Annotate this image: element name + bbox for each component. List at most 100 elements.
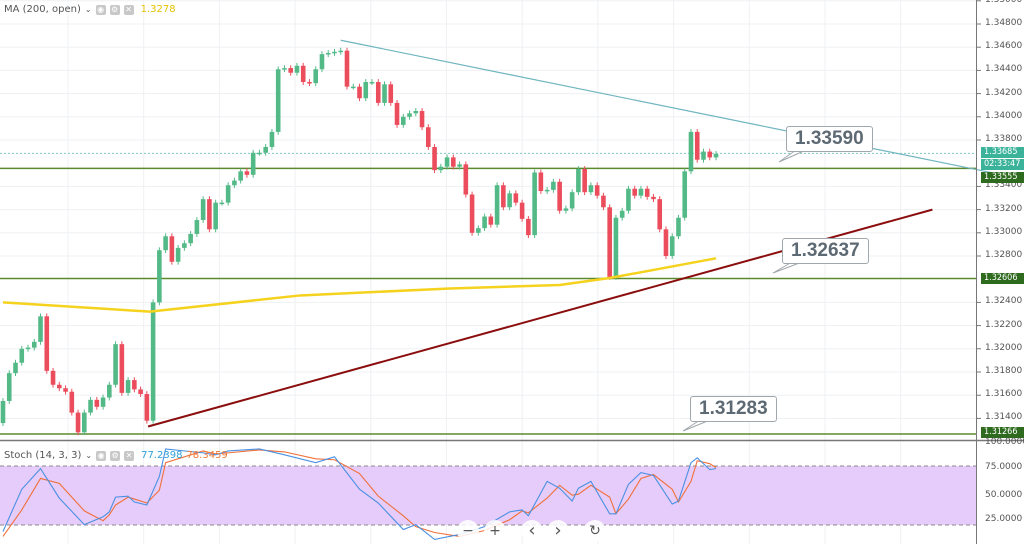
price-axis-label: 1.32400 xyxy=(985,296,1023,307)
candle-bull xyxy=(25,347,31,350)
candle-bear xyxy=(663,229,669,256)
gear-icon[interactable]: ⚙ xyxy=(110,450,121,461)
candle-bull xyxy=(194,220,200,234)
candle-bull xyxy=(269,131,275,147)
candle-bull xyxy=(613,217,619,277)
candle-bear xyxy=(132,380,137,390)
candle-bear xyxy=(119,344,125,393)
candle-bull xyxy=(413,111,419,114)
candle-bull xyxy=(688,131,694,172)
callout-low[interactable]: 1.31283 xyxy=(690,396,777,422)
candle-bear xyxy=(144,394,150,421)
candle-bull xyxy=(163,236,168,251)
price-axis-label: 1.34200 xyxy=(985,87,1023,98)
candle-bull xyxy=(682,171,688,218)
candle-bull xyxy=(100,397,106,407)
candle-bull xyxy=(669,236,675,256)
candle-bear xyxy=(644,188,650,197)
candle-bull xyxy=(532,172,537,236)
close-icon[interactable]: ✕ xyxy=(124,450,135,461)
price-axis-label: 1.35000 xyxy=(985,0,1022,5)
candle-bull xyxy=(175,247,181,262)
gear-icon[interactable]: ⚙ xyxy=(109,4,120,15)
candle-bear xyxy=(56,384,62,389)
price-axis-label: 1.34400 xyxy=(985,64,1023,75)
candle-bear xyxy=(657,199,663,230)
callout-resistance[interactable]: 1.33590 xyxy=(786,126,873,152)
candle-bull xyxy=(507,193,512,208)
candle-bull xyxy=(544,189,550,192)
candle-bull xyxy=(638,188,644,196)
chevron-down-icon[interactable]: ⌄ xyxy=(84,5,92,14)
candle-bear xyxy=(538,172,544,192)
candle-bull xyxy=(113,344,118,385)
stoch-axis-label: 50.0000 xyxy=(985,490,1023,500)
stoch-legend[interactable]: Stoch (14, 3, 3) ⌄ ◉ ⚙ ✕ 77.2398 78.3459 xyxy=(4,450,228,461)
stoch-k-line xyxy=(2,448,717,540)
candle-bear xyxy=(501,185,506,208)
candle-bull xyxy=(369,82,375,84)
ma-legend[interactable]: MA (200, open) ⌄ ◉ ⚙ ✕ 1.3278 xyxy=(4,4,176,15)
zoom-in-button[interactable]: + xyxy=(484,520,506,542)
candle-bear xyxy=(94,399,100,407)
candle-bull xyxy=(444,157,450,167)
candle-bull xyxy=(313,69,319,84)
close-icon[interactable]: ✕ xyxy=(123,4,134,15)
level-tag-3: 1.31266 xyxy=(981,427,1024,438)
candle-bull xyxy=(563,208,569,211)
candle-bull xyxy=(494,185,500,225)
candle-bull xyxy=(576,169,581,193)
candle-bull xyxy=(551,181,556,190)
candle-bear xyxy=(519,202,525,219)
candle-bear xyxy=(75,412,81,433)
scroll-right-button[interactable]: › xyxy=(547,520,569,542)
candle-bear xyxy=(307,82,312,84)
candle-bull xyxy=(482,216,487,229)
candle-bull xyxy=(282,68,287,70)
candle-bull xyxy=(225,185,231,203)
candle-bear xyxy=(394,102,400,125)
candle-bull xyxy=(438,166,444,171)
zoom-out-button[interactable]: − xyxy=(457,520,479,542)
candle-bull xyxy=(257,152,262,155)
candle-bull xyxy=(19,348,25,363)
ma-legend-value: 1.3278 xyxy=(140,4,176,15)
price-axis-label: 1.32800 xyxy=(985,250,1023,260)
candle-bull xyxy=(457,164,462,167)
candle-bull xyxy=(294,65,300,73)
candle-bear xyxy=(707,151,713,158)
countdown-tag: 02:33:47 xyxy=(981,159,1024,170)
candle-bear xyxy=(451,157,456,167)
stoch-band xyxy=(0,466,976,525)
descending-trendline[interactable] xyxy=(340,39,1024,180)
callout-support[interactable]: 1.32637 xyxy=(782,238,869,264)
price-axis-label: 1.33200 xyxy=(985,203,1023,214)
candle-bear xyxy=(513,193,519,203)
candle-bear xyxy=(207,199,212,230)
scroll-left-button[interactable]: ‹ xyxy=(521,520,543,542)
candle-bull xyxy=(676,217,681,237)
eye-icon[interactable]: ◉ xyxy=(96,450,107,461)
chevron-down-icon[interactable]: ⌄ xyxy=(85,451,93,460)
candle-bear xyxy=(344,50,350,87)
candle-bull xyxy=(82,412,87,433)
reset-chart-button[interactable]: ↻ xyxy=(584,520,606,542)
candle-bear xyxy=(632,188,637,196)
candle-bull xyxy=(38,316,43,342)
candle-bull xyxy=(569,192,575,209)
candle-bear xyxy=(357,86,362,99)
candle-bear xyxy=(44,316,50,371)
candle-bull xyxy=(325,53,331,55)
candle-bull xyxy=(407,113,412,117)
eye-icon[interactable]: ◉ xyxy=(95,4,106,15)
candle-bear xyxy=(694,131,700,160)
candle-bear xyxy=(63,388,68,392)
candle-bear xyxy=(432,146,437,171)
candle-bear xyxy=(582,169,587,193)
candle-bull xyxy=(701,151,706,160)
candle-bull xyxy=(88,399,93,413)
ma200-line xyxy=(2,257,717,313)
candle-bull xyxy=(13,362,18,374)
grid xyxy=(0,0,976,544)
